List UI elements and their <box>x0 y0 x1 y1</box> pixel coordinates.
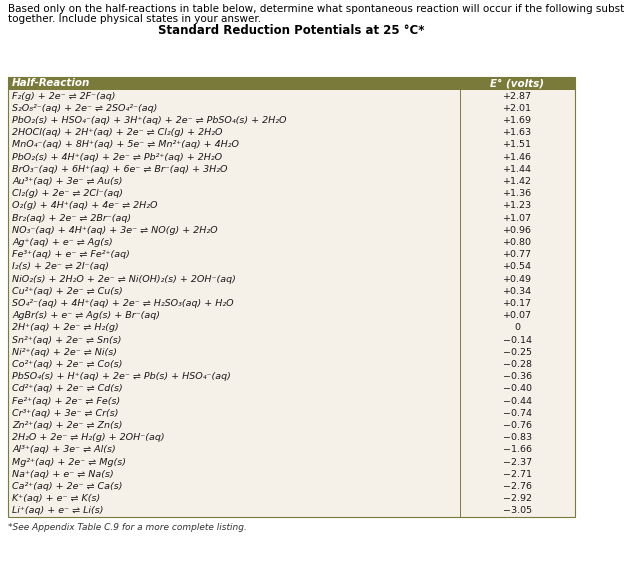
Text: 2H⁺(aq) + 2e⁻ ⇌ H₂(g): 2H⁺(aq) + 2e⁻ ⇌ H₂(g) <box>12 324 119 332</box>
Text: Co²⁺(aq) + 2e⁻ ⇌ Co(s): Co²⁺(aq) + 2e⁻ ⇌ Co(s) <box>12 360 122 369</box>
Text: 2H₂O + 2e⁻ ⇌ H₂(g) + 2OH⁻(aq): 2H₂O + 2e⁻ ⇌ H₂(g) + 2OH⁻(aq) <box>12 433 165 442</box>
Text: −2.92: −2.92 <box>503 494 532 503</box>
Text: Fe²⁺(aq) + 2e⁻ ⇌ Fe(s): Fe²⁺(aq) + 2e⁻ ⇌ Fe(s) <box>12 396 120 406</box>
Text: Based only on the half-reactions in table below, determine what spontaneous reac: Based only on the half-reactions in tabl… <box>8 4 624 14</box>
Text: −2.71: −2.71 <box>503 470 532 479</box>
Text: Ca²⁺(aq) + 2e⁻ ⇌ Ca(s): Ca²⁺(aq) + 2e⁻ ⇌ Ca(s) <box>12 482 122 491</box>
Text: together. Include physical states in your answer.: together. Include physical states in you… <box>8 14 261 24</box>
Text: 2HOCl(aq) + 2H⁺(aq) + 2e⁻ ⇌ Cl₂(g) + 2H₂O: 2HOCl(aq) + 2H⁺(aq) + 2e⁻ ⇌ Cl₂(g) + 2H₂… <box>12 128 223 137</box>
Text: Br₂(aq) + 2e⁻ ⇌ 2Br⁻(aq): Br₂(aq) + 2e⁻ ⇌ 2Br⁻(aq) <box>12 214 131 222</box>
Text: Cl₂(g) + 2e⁻ ⇌ 2Cl⁻(aq): Cl₂(g) + 2e⁻ ⇌ 2Cl⁻(aq) <box>12 189 123 198</box>
Text: +0.54: +0.54 <box>503 262 532 271</box>
Text: −0.28: −0.28 <box>503 360 532 369</box>
Bar <box>8 77 575 517</box>
Text: −0.36: −0.36 <box>503 372 532 381</box>
Text: +0.49: +0.49 <box>503 275 532 283</box>
Text: MnO₄⁻(aq) + 8H⁺(aq) + 5e⁻ ⇌ Mn²⁺(aq) + 4H₂O: MnO₄⁻(aq) + 8H⁺(aq) + 5e⁻ ⇌ Mn²⁺(aq) + 4… <box>12 140 239 150</box>
Text: Ag⁺(aq) + e⁻ ⇌ Ag(s): Ag⁺(aq) + e⁻ ⇌ Ag(s) <box>12 238 113 247</box>
Text: −0.40: −0.40 <box>503 384 532 393</box>
Text: +1.36: +1.36 <box>503 189 532 198</box>
Text: Cd²⁺(aq) + 2e⁻ ⇌ Cd(s): Cd²⁺(aq) + 2e⁻ ⇌ Cd(s) <box>12 384 123 393</box>
Text: Cu²⁺(aq) + 2e⁻ ⇌ Cu(s): Cu²⁺(aq) + 2e⁻ ⇌ Cu(s) <box>12 287 123 296</box>
Text: NiO₂(s) + 2H₂O + 2e⁻ ⇌ Ni(OH)₂(s) + 2OH⁻(aq): NiO₂(s) + 2H₂O + 2e⁻ ⇌ Ni(OH)₂(s) + 2OH⁻… <box>12 275 236 283</box>
Text: *See Appendix Table C.9 for a more complete listing.: *See Appendix Table C.9 for a more compl… <box>8 523 247 532</box>
Text: Zn²⁺(aq) + 2e⁻ ⇌ Zn(s): Zn²⁺(aq) + 2e⁻ ⇌ Zn(s) <box>12 421 122 430</box>
Text: +1.42: +1.42 <box>503 177 532 186</box>
Text: NO₃⁻(aq) + 4H⁺(aq) + 3e⁻ ⇌ NO(g) + 2H₂O: NO₃⁻(aq) + 4H⁺(aq) + 3e⁻ ⇌ NO(g) + 2H₂O <box>12 226 218 235</box>
Bar <box>8 90 575 517</box>
Text: Li⁺(aq) + e⁻ ⇌ Li(s): Li⁺(aq) + e⁻ ⇌ Li(s) <box>12 506 104 516</box>
Text: +2.01: +2.01 <box>503 104 532 113</box>
Text: +0.07: +0.07 <box>503 311 532 320</box>
Text: +0.80: +0.80 <box>503 238 532 247</box>
Text: I₂(s) + 2e⁻ ⇌ 2I⁻(aq): I₂(s) + 2e⁻ ⇌ 2I⁻(aq) <box>12 262 109 271</box>
Text: Ni²⁺(aq) + 2e⁻ ⇌ Ni(s): Ni²⁺(aq) + 2e⁻ ⇌ Ni(s) <box>12 348 117 357</box>
Text: Sn²⁺(aq) + 2e⁻ ⇌ Sn(s): Sn²⁺(aq) + 2e⁻ ⇌ Sn(s) <box>12 336 122 345</box>
Text: +1.07: +1.07 <box>503 214 532 222</box>
Text: +2.87: +2.87 <box>503 91 532 101</box>
Text: −0.74: −0.74 <box>503 409 532 418</box>
Text: −0.83: −0.83 <box>503 433 532 442</box>
Text: −0.44: −0.44 <box>503 396 532 406</box>
Text: +1.46: +1.46 <box>503 152 532 162</box>
Text: −2.76: −2.76 <box>503 482 532 491</box>
Text: +1.23: +1.23 <box>503 201 532 211</box>
Text: PbO₂(s) + 4H⁺(aq) + 2e⁻ ⇌ Pb²⁺(aq) + 2H₂O: PbO₂(s) + 4H⁺(aq) + 2e⁻ ⇌ Pb²⁺(aq) + 2H₂… <box>12 152 222 162</box>
Text: BrO₃⁻(aq) + 6H⁺(aq) + 6e⁻ ⇌ Br⁻(aq) + 3H₂O: BrO₃⁻(aq) + 6H⁺(aq) + 6e⁻ ⇌ Br⁻(aq) + 3H… <box>12 165 228 174</box>
Text: +0.96: +0.96 <box>503 226 532 235</box>
Text: Half-Reaction: Half-Reaction <box>12 79 90 88</box>
Text: K⁺(aq) + e⁻ ⇌ K(s): K⁺(aq) + e⁻ ⇌ K(s) <box>12 494 100 503</box>
Text: F₂(g) + 2e⁻ ⇌ 2F⁻(aq): F₂(g) + 2e⁻ ⇌ 2F⁻(aq) <box>12 91 115 101</box>
Text: Al³⁺(aq) + 3e⁻ ⇌ Al(s): Al³⁺(aq) + 3e⁻ ⇌ Al(s) <box>12 445 115 455</box>
Text: +1.63: +1.63 <box>503 128 532 137</box>
Text: −0.25: −0.25 <box>503 348 532 357</box>
Text: −1.66: −1.66 <box>503 445 532 455</box>
Text: Fe³⁺(aq) + e⁻ ⇌ Fe²⁺(aq): Fe³⁺(aq) + e⁻ ⇌ Fe²⁺(aq) <box>12 250 130 259</box>
Text: E° (volts): E° (volts) <box>490 79 545 88</box>
Bar <box>8 77 575 90</box>
Text: Cr³⁺(aq) + 3e⁻ ⇌ Cr(s): Cr³⁺(aq) + 3e⁻ ⇌ Cr(s) <box>12 409 119 418</box>
Text: AgBr(s) + e⁻ ⇌ Ag(s) + Br⁻(aq): AgBr(s) + e⁻ ⇌ Ag(s) + Br⁻(aq) <box>12 311 160 320</box>
Text: +1.69: +1.69 <box>503 116 532 125</box>
Text: PbSO₄(s) + H⁺(aq) + 2e⁻ ⇌ Pb(s) + HSO₄⁻(aq): PbSO₄(s) + H⁺(aq) + 2e⁻ ⇌ Pb(s) + HSO₄⁻(… <box>12 372 231 381</box>
Text: −0.14: −0.14 <box>503 336 532 345</box>
Text: +1.51: +1.51 <box>503 140 532 150</box>
Text: PbO₂(s) + HSO₄⁻(aq) + 3H⁺(aq) + 2e⁻ ⇌ PbSO₄(s) + 2H₂O: PbO₂(s) + HSO₄⁻(aq) + 3H⁺(aq) + 2e⁻ ⇌ Pb… <box>12 116 286 125</box>
Text: −0.76: −0.76 <box>503 421 532 430</box>
Text: −2.37: −2.37 <box>503 457 532 467</box>
Text: Standard Reduction Potentials at 25 °C*: Standard Reduction Potentials at 25 °C* <box>158 24 425 37</box>
Text: +0.17: +0.17 <box>503 299 532 308</box>
Text: Na⁺(aq) + e⁻ ⇌ Na(s): Na⁺(aq) + e⁻ ⇌ Na(s) <box>12 470 114 479</box>
Text: +1.44: +1.44 <box>503 165 532 174</box>
Text: +0.77: +0.77 <box>503 250 532 259</box>
Text: SO₄²⁻(aq) + 4H⁺(aq) + 2e⁻ ⇌ H₂SO₃(aq) + H₂O: SO₄²⁻(aq) + 4H⁺(aq) + 2e⁻ ⇌ H₂SO₃(aq) + … <box>12 299 233 308</box>
Text: O₂(g) + 4H⁺(aq) + 4e⁻ ⇌ 2H₂O: O₂(g) + 4H⁺(aq) + 4e⁻ ⇌ 2H₂O <box>12 201 157 211</box>
Text: S₂O₈²⁻(aq) + 2e⁻ ⇌ 2SO₄²⁻(aq): S₂O₈²⁻(aq) + 2e⁻ ⇌ 2SO₄²⁻(aq) <box>12 104 157 113</box>
Text: −3.05: −3.05 <box>503 506 532 516</box>
Text: 0: 0 <box>515 324 520 332</box>
Text: Au³⁺(aq) + 3e⁻ ⇌ Au(s): Au³⁺(aq) + 3e⁻ ⇌ Au(s) <box>12 177 122 186</box>
Text: +0.34: +0.34 <box>503 287 532 296</box>
Text: Mg²⁺(aq) + 2e⁻ ⇌ Mg(s): Mg²⁺(aq) + 2e⁻ ⇌ Mg(s) <box>12 457 126 467</box>
